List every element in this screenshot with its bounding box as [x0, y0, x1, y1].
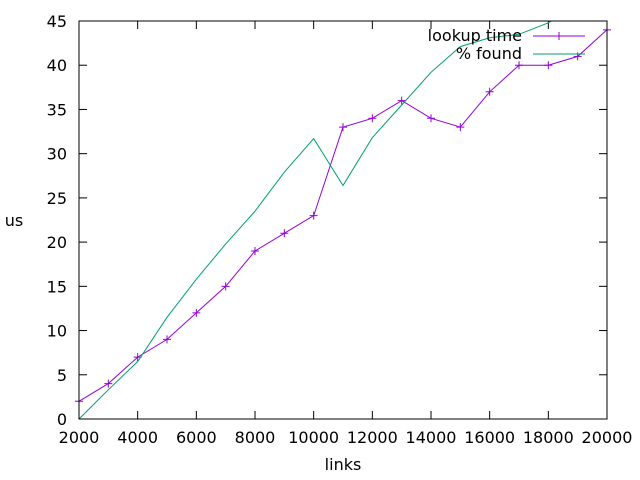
data-point	[456, 123, 465, 132]
tick-marks	[78, 20, 608, 420]
series-line-1	[78, 29, 608, 402]
plot-frame	[78, 20, 608, 420]
data-point	[427, 114, 435, 123]
x-tick-label: 8000	[235, 428, 276, 447]
data-point	[221, 282, 230, 291]
y-tick-label: 15	[47, 277, 67, 296]
data-point	[280, 229, 289, 238]
y-axis-label: us	[5, 211, 23, 230]
y-tick-label: 10	[47, 322, 67, 341]
x-tick-label: 18000	[523, 428, 574, 447]
legend-marker	[555, 32, 563, 40]
y-tick-label: 30	[47, 145, 67, 164]
x-tick-label: 10000	[288, 428, 339, 447]
x-tick-label: 16000	[464, 428, 515, 447]
data-point	[397, 96, 406, 105]
y-tick-label: 35	[47, 100, 67, 119]
data-point	[544, 61, 553, 70]
x-tick-label: 2000	[59, 428, 100, 447]
x-tick-label: 14000	[406, 428, 457, 447]
legend-label: lookup time	[428, 26, 522, 45]
legend: lookup time% found	[428, 26, 585, 63]
legend-label: % found	[456, 44, 522, 63]
data-point	[251, 246, 259, 255]
y-tick-label: 5	[57, 366, 67, 385]
data-point	[309, 211, 318, 220]
x-tick-label: 20000	[582, 428, 633, 447]
y-tick-label: 40	[47, 56, 67, 75]
data-point	[163, 335, 171, 344]
y-tick-label: 45	[47, 12, 67, 31]
data-point	[339, 123, 347, 132]
data-point	[192, 308, 201, 317]
y-tick-label: 20	[47, 233, 67, 252]
x-tick-labels: 2000 4000 6000 8000 10000 12000 14000 16000 1800…	[59, 428, 633, 447]
x-tick-label: 4000	[117, 428, 158, 447]
y-tick-label: 25	[47, 189, 67, 208]
data-point	[368, 114, 377, 123]
series-line-2	[78, 20, 552, 420]
x-tick-label: 12000	[347, 428, 398, 447]
y-tick-labels: 0 5 10 15 20 25 30 35 40 45	[47, 12, 67, 429]
x-tick-label: 6000	[176, 428, 217, 447]
data-point	[104, 379, 113, 388]
y-tick-label: 0	[57, 410, 67, 429]
data-point	[515, 61, 523, 70]
x-axis-label: links	[325, 455, 362, 474]
series-layer	[75, 20, 611, 420]
data-point	[485, 87, 494, 96]
